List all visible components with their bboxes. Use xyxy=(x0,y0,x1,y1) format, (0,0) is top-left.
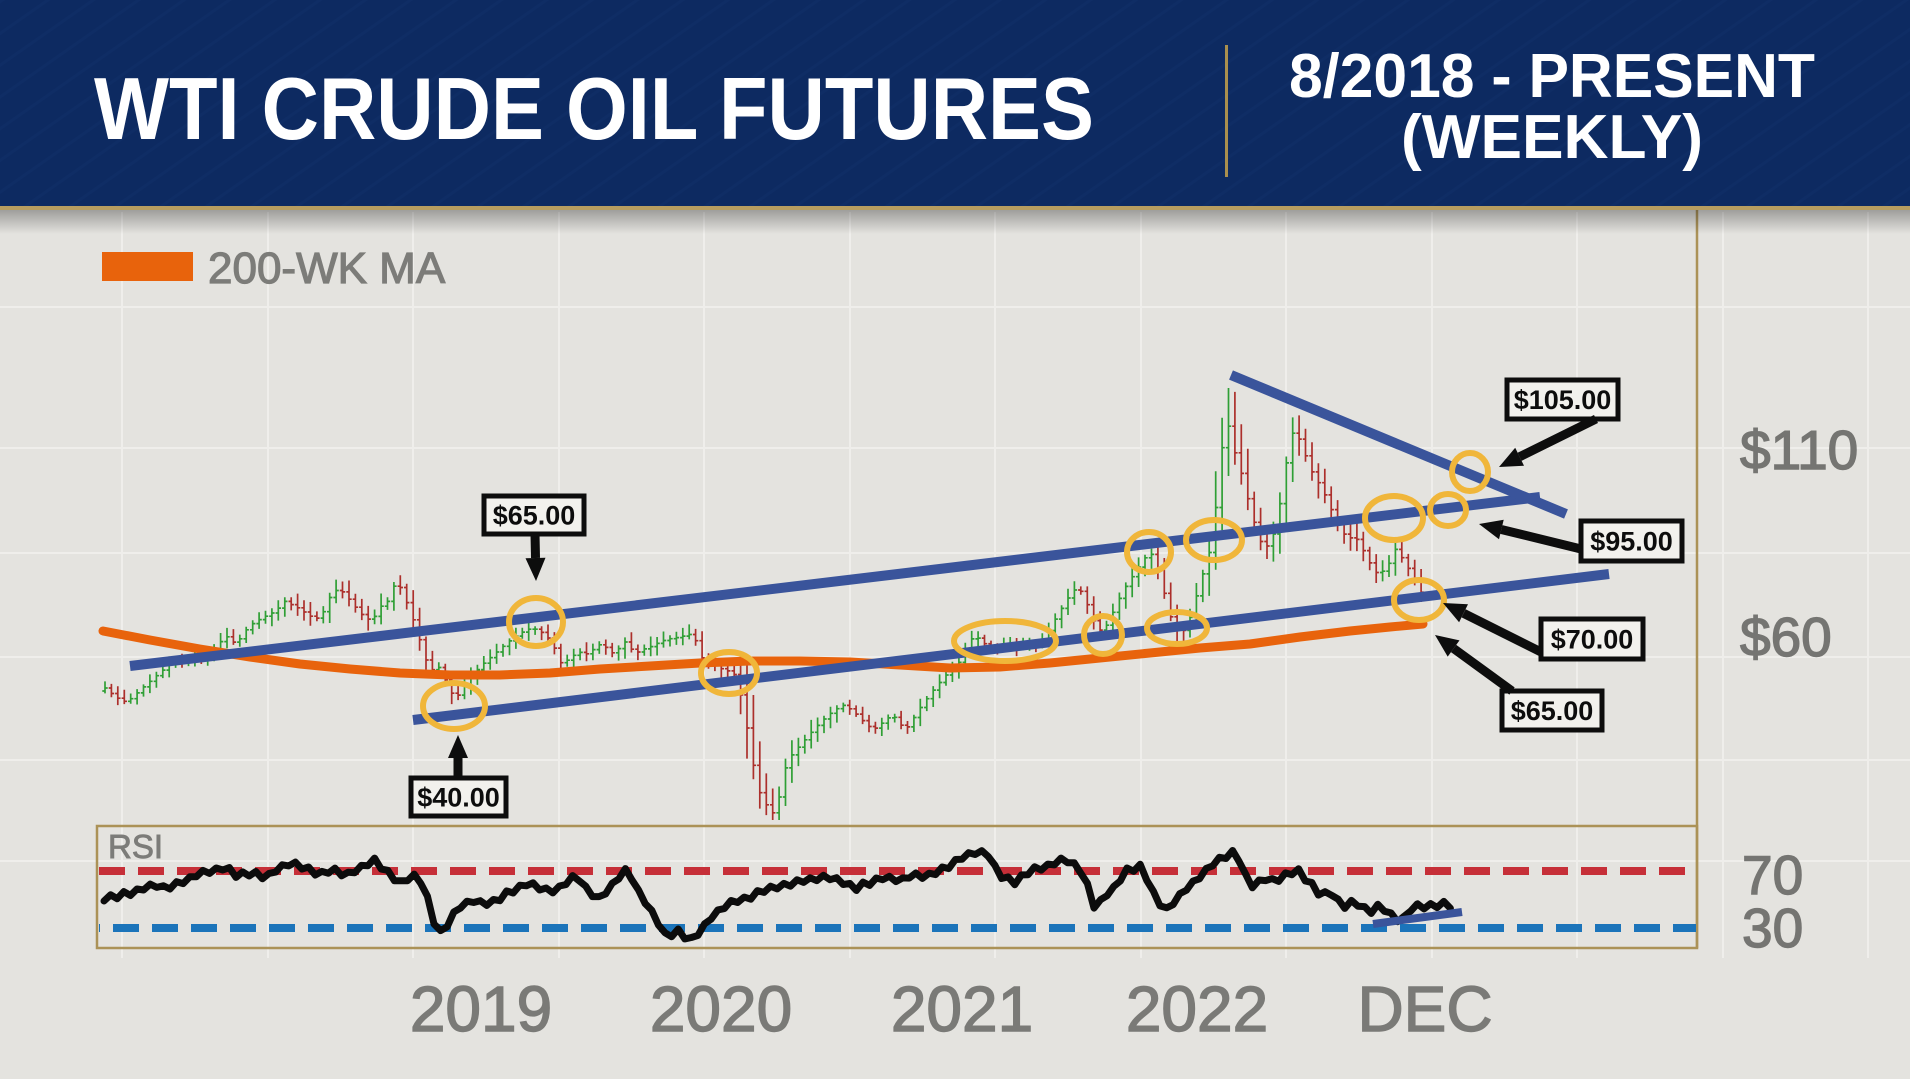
svg-text:RSI: RSI xyxy=(108,828,163,865)
svg-text:200-WK MA: 200-WK MA xyxy=(208,244,446,293)
svg-text:$105.00: $105.00 xyxy=(1514,385,1612,415)
svg-text:$60: $60 xyxy=(1740,606,1832,668)
svg-text:8/2018 - PRESENT: 8/2018 - PRESENT xyxy=(1289,42,1815,111)
svg-text:DEC: DEC xyxy=(1357,973,1492,1045)
svg-text:$65.00: $65.00 xyxy=(1511,696,1594,726)
svg-text:30: 30 xyxy=(1742,897,1803,959)
svg-text:$70.00: $70.00 xyxy=(1551,625,1634,655)
svg-text:2019: 2019 xyxy=(410,973,552,1045)
svg-text:70: 70 xyxy=(1742,844,1803,906)
svg-text:2021: 2021 xyxy=(891,973,1033,1045)
svg-text:(WEEKLY): (WEEKLY) xyxy=(1401,103,1703,172)
svg-text:$95.00: $95.00 xyxy=(1590,527,1673,557)
svg-text:$65.00: $65.00 xyxy=(493,501,576,531)
svg-text:WTI CRUDE OIL FUTURES: WTI CRUDE OIL FUTURES xyxy=(94,59,1094,158)
svg-text:2022: 2022 xyxy=(1126,973,1268,1045)
svg-text:$40.00: $40.00 xyxy=(417,783,500,813)
svg-text:$110: $110 xyxy=(1740,419,1858,481)
svg-text:2020: 2020 xyxy=(650,973,792,1045)
